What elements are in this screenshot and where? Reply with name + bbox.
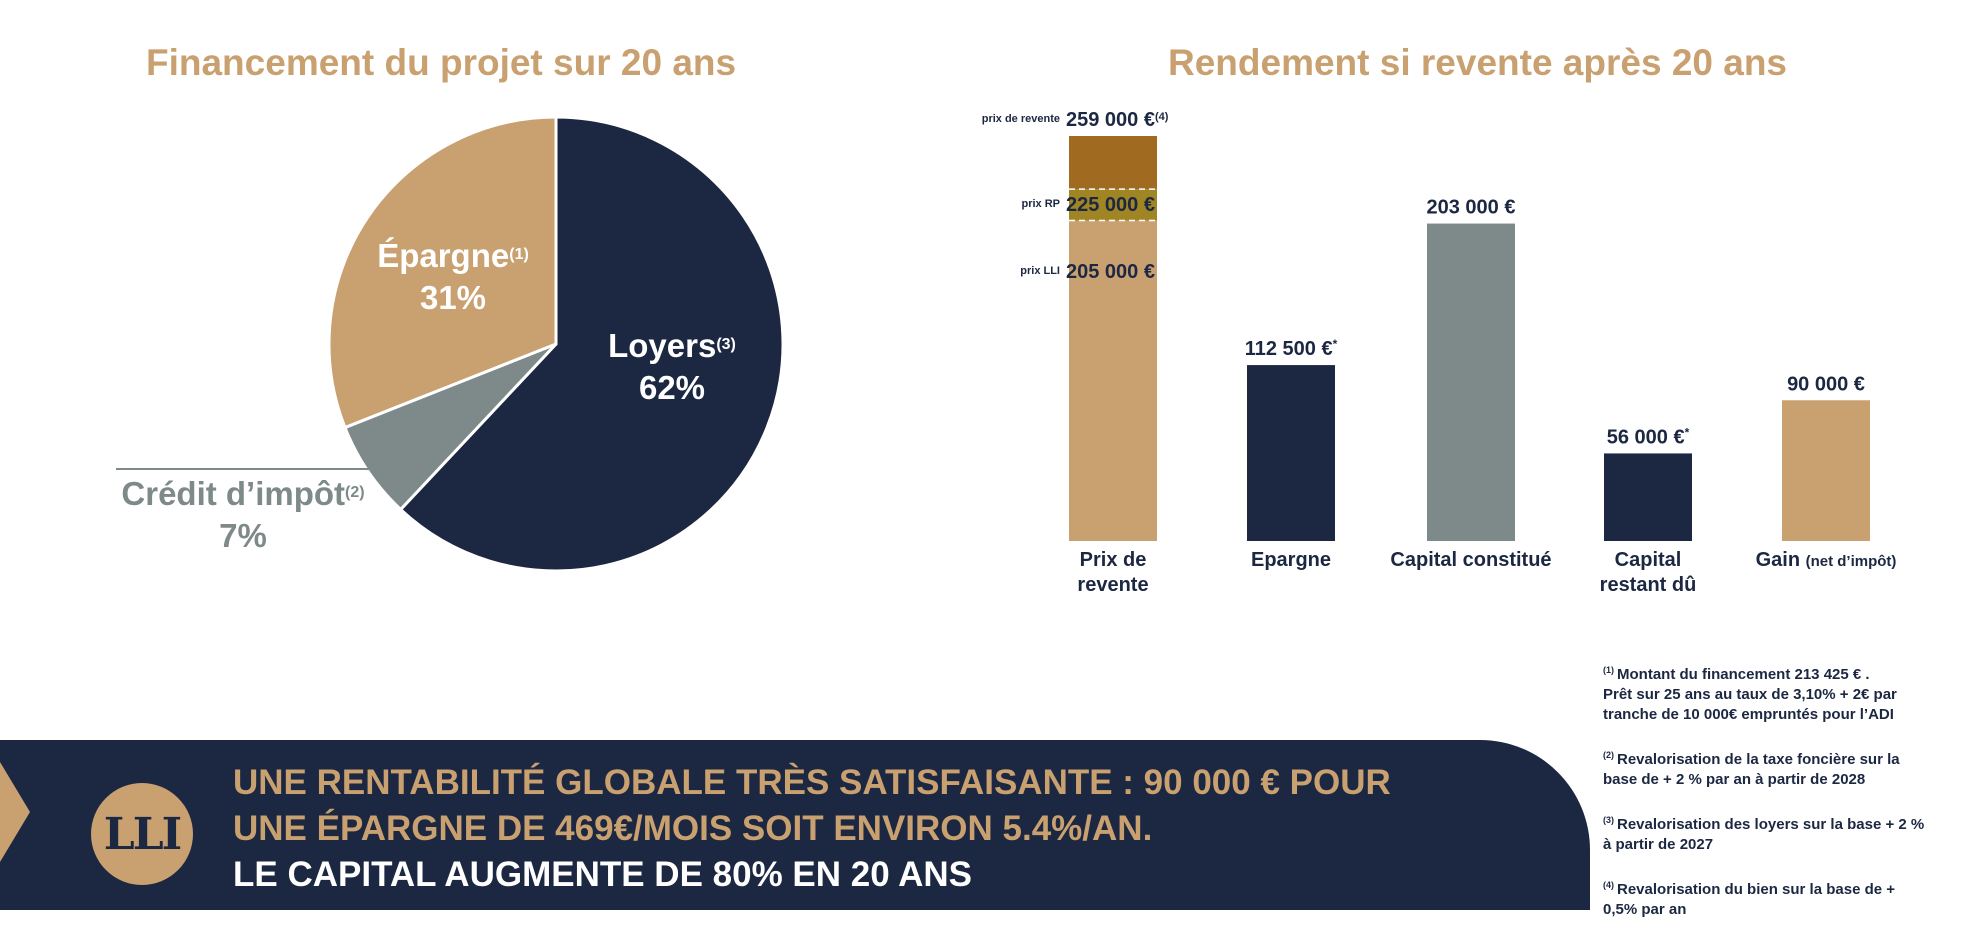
category-label: Epargne: [1251, 549, 1331, 571]
category-label: Prix de: [1080, 549, 1147, 571]
segment-value-label: 225 000 €: [1066, 194, 1155, 216]
pie-slice: [327, 115, 558, 430]
pie-slice: [398, 115, 785, 573]
category-label: Capital: [1615, 549, 1682, 571]
pie-slice-label: Épargne(1): [377, 237, 529, 274]
banner-line-1: UNE RENTABILITÉ GLOBALE TRÈS SATISFAISAN…: [233, 763, 1391, 802]
summary-banner: [0, 740, 1590, 910]
footnote-3: (3) Revalorisation des loyers sur la base…: [1603, 815, 1925, 853]
bar: [1427, 223, 1515, 541]
segment-value-label: 205 000 €: [1066, 261, 1155, 283]
bar-value-label: 112 500 €*: [1245, 337, 1338, 360]
segment-name: prix RP: [1021, 198, 1060, 210]
pie-chart-title: Financement du projet sur 20 ans: [146, 42, 737, 83]
pie-slice-label: Crédit d’impôt(2): [121, 475, 364, 512]
segment-value-label: 259 000 €(4): [1066, 109, 1169, 131]
bar: [1782, 400, 1870, 541]
bar-value-label: 203 000 €: [1427, 197, 1516, 219]
bar: [1247, 365, 1335, 541]
category-label-line2: revente: [1077, 574, 1148, 596]
footnote-2: (2) Revalorisation de la taxe foncière su…: [1603, 750, 1900, 788]
banner-text: UNE RENTABILITÉ GLOBALE TRÈS SATISFAISAN…: [233, 760, 1391, 898]
category-label: Gain (net d’impôt): [1756, 549, 1897, 571]
bar-value-label: 90 000 €: [1787, 373, 1865, 395]
pie-slice-label: Loyers(3): [608, 327, 736, 364]
bar-segment: [1069, 189, 1157, 221]
pie-slice-percent: 7%: [219, 517, 267, 554]
segment-name: prix de revente: [982, 113, 1060, 125]
lli-logo: LLI: [91, 783, 193, 885]
charts-canvas: Loyers(3) 62% Crédit d’impôt(2) 7% Épargne(1…: [116, 109, 1897, 596]
category-label-line2: restant dû: [1600, 574, 1697, 596]
bar-segment: [1069, 220, 1157, 541]
banner-line-2: UNE ÉPARGNE DE 469€/MOIS SOIT ENVIRON 5.…: [233, 809, 1153, 848]
category-label: Capital constitué: [1390, 549, 1551, 571]
bar-segment: [1069, 136, 1157, 190]
bar-chart-title: Rendement si revente après 20 ans: [1168, 42, 1788, 83]
footnote-4: (4) Revalorisation du bien sur la base de…: [1603, 880, 1896, 918]
pie-slice-percent: 31%: [420, 279, 486, 316]
bar: [1604, 453, 1692, 541]
segment-name: prix LLI: [1020, 265, 1060, 277]
bar-value-label: 56 000 €*: [1607, 425, 1690, 448]
pie-slice-percent: 62%: [639, 369, 705, 406]
banner-line-3: LE CAPITAL AUGMENTE DE 80% EN 20 ANS: [233, 855, 973, 894]
chevron-arrow-icon: [0, 762, 30, 862]
footnote-1: (1) Montant du financement 213 425 € . Pr…: [1603, 665, 1897, 723]
footnotes: (1) Montant du financement 213 425 € . Pr…: [1603, 660, 1973, 940]
